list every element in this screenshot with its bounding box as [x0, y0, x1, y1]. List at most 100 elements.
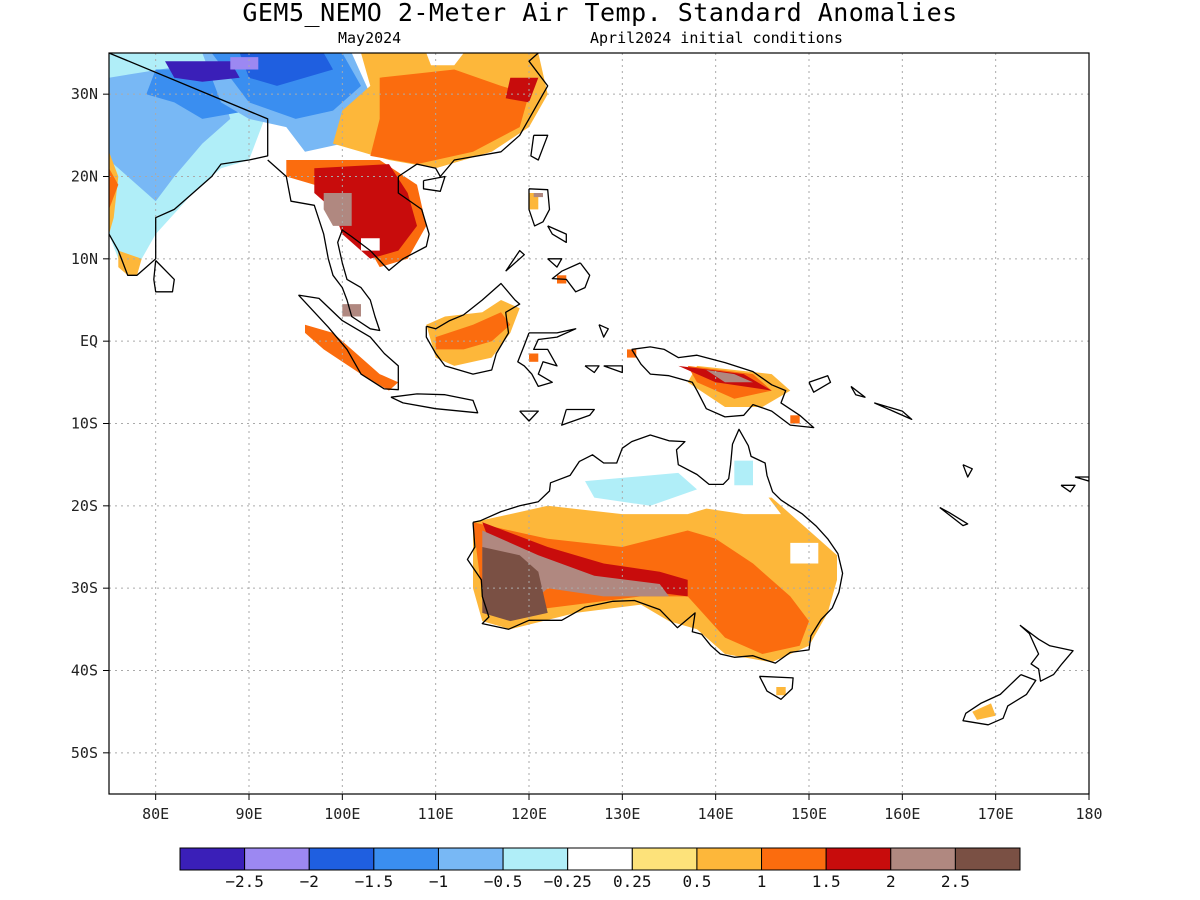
colorbar-swatch: [890, 847, 956, 871]
coastline-6: [390, 393, 479, 414]
coastline-15: [584, 365, 600, 374]
anomaly-patch-australia-41: [790, 542, 819, 564]
anomaly-patch-india-5: [118, 250, 142, 276]
colorbar-swatch: [761, 847, 827, 871]
x-tick-label: 180: [1075, 805, 1102, 823]
y-tick-label: 10N: [71, 250, 98, 268]
anomaly-patch-australia-35: [585, 472, 697, 506]
colorbar-swatch: [567, 847, 633, 871]
coastline-7: [425, 282, 521, 375]
coastline-23: [1060, 484, 1076, 493]
anomaly-patch-australia-40: [482, 547, 548, 622]
coastline-25: [519, 410, 539, 422]
coastline-28: [1019, 624, 1074, 682]
coastline-13: [505, 249, 525, 272]
coastline-20: [874, 402, 913, 421]
initial-conditions-label: April2024 initial conditions: [590, 29, 843, 47]
coastline-1: [153, 260, 175, 293]
coastline-26: [466, 428, 844, 664]
anomaly-patch-se-asia-16: [314, 164, 417, 259]
colorbar: −2.5 −2 −1.5 −1 −0.5 −0.25 0.25 0.5 1 1.5 2 2.5: [179, 847, 1021, 891]
anomaly-patch-newguinea-31: [790, 415, 800, 424]
colorbar-label: 2: [886, 872, 896, 891]
anomaly-patch-australia-36: [734, 460, 753, 486]
anomaly-patch-australia-38: [482, 522, 688, 597]
coastline-12: [551, 262, 591, 293]
colorbar-label: −2: [300, 872, 319, 891]
x-tick-label: 160E: [884, 805, 920, 823]
longitude-axis: 80E 90E 100E 110E 120E 130E 140E 150E 160E 170E 18…: [142, 794, 1103, 823]
anomaly-patch-tibet-10: [230, 57, 259, 70]
coastline-19: [850, 385, 866, 398]
anomaly-patch-newzealand-43: [972, 703, 996, 720]
y-tick-label: 40S: [71, 662, 98, 680]
latitude-axis: 30N 20N 10N EQ 10S 20S 30S 40S 50S: [71, 85, 109, 762]
colorbar-swatch: [179, 847, 246, 871]
coastline-9: [528, 188, 551, 227]
colorbar-label: −2.5: [225, 872, 264, 891]
x-tick-label: 100E: [324, 805, 360, 823]
x-tick-label: 90E: [235, 805, 262, 823]
anomaly-patch-india-4: [109, 168, 119, 210]
anomaly-patch-sumatra-25: [342, 304, 361, 317]
anomaly-patch-philippines-20: [533, 193, 543, 198]
anomaly-patch-newguinea-32: [627, 349, 637, 358]
x-tick-label: 120E: [511, 805, 547, 823]
colorbar-label: −0.5: [484, 872, 523, 891]
map-title: GEM5_NEMO 2-Meter Air Temp. Standard Ano…: [242, 0, 958, 27]
anomaly-patch-sulawesi-26: [529, 353, 539, 362]
y-tick-label: EQ: [80, 332, 98, 350]
y-tick-label: 30N: [71, 85, 98, 103]
colorbar-swatch: [954, 847, 1021, 871]
coastline-2: [267, 53, 549, 332]
colorbar-swatch: [696, 847, 763, 871]
coastline-30: [1074, 476, 1089, 482]
colorbar-swatch: [373, 847, 439, 871]
coastline-18: [808, 375, 832, 393]
coastline-29: [962, 673, 1037, 726]
colorbar-swatch: [308, 847, 375, 871]
coastline-10: [547, 225, 567, 244]
x-tick-label: 140E: [698, 805, 734, 823]
y-tick-label: 30S: [71, 579, 98, 597]
x-tick-label: 170E: [978, 805, 1014, 823]
forecast-month: May2024: [338, 29, 402, 47]
anomaly-patch-australia-42: [776, 687, 786, 696]
coastline-24: [561, 408, 595, 426]
coastline-27: [758, 675, 794, 700]
anomaly-patch-borneo-23: [435, 312, 511, 350]
anomaly-patch-china-12: [370, 69, 529, 165]
coastline-3: [530, 134, 549, 161]
colorbar-swatch: [631, 847, 698, 871]
coastline-8: [517, 328, 577, 388]
x-tick-label: 130E: [604, 805, 640, 823]
anomaly-field: [109, 53, 996, 720]
coastlines: [109, 53, 1089, 726]
plot-background: [109, 53, 1089, 794]
colorbar-swatch: [502, 847, 569, 871]
anomaly-patch-se-asia-18: [361, 238, 380, 251]
colorbar-label: −0.25: [544, 872, 592, 891]
colorbar-label: −1: [429, 872, 448, 891]
colorbar-label: 1: [757, 872, 767, 891]
y-tick-label: 50S: [71, 744, 98, 762]
y-tick-label: 20N: [71, 168, 98, 186]
coastline-5: [298, 294, 399, 391]
graticule: [109, 53, 1089, 794]
colorbar-label: 2.5: [941, 872, 970, 891]
anomaly-patch-tibet-9: [165, 61, 240, 82]
coastline-0: [109, 53, 269, 276]
anomaly-patch-newguinea-30: [706, 370, 753, 383]
coastline-4: [422, 175, 446, 192]
colorbar-label: 0.25: [613, 872, 652, 891]
colorbar-swatch: [437, 847, 504, 871]
colorbar-label: 0.5: [682, 872, 711, 891]
coastline-16: [603, 365, 623, 374]
x-tick-label: 80E: [142, 805, 169, 823]
anomaly-patch-china-14: [426, 53, 464, 66]
x-tick-label: 150E: [791, 805, 827, 823]
colorbar-label: −1.5: [355, 872, 394, 891]
colorbar-swatch: [825, 847, 892, 871]
coastline-22: [939, 506, 969, 527]
